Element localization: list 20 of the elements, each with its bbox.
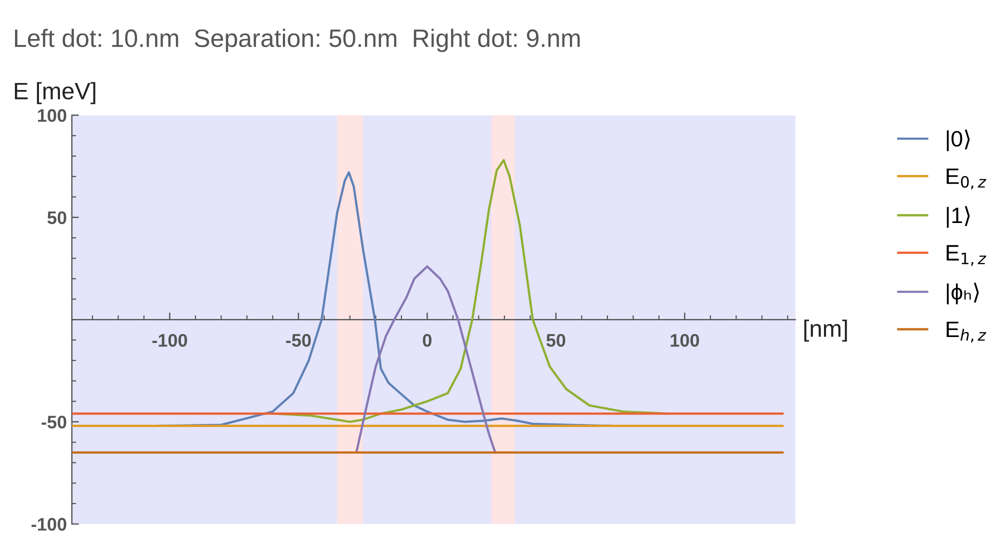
x-tick-label: 100 [670, 334, 700, 347]
line-series [272, 159, 668, 423]
y-tick-label: -100 [32, 518, 66, 531]
y-tick-label: -50 [42, 416, 66, 429]
chart-title: Left dot: 10.nm Separation: 50.nm Right dot: 9.nm [15, 28, 580, 52]
line-series [355, 265, 496, 454]
x-tick-label: 50 [546, 334, 566, 347]
x-tick-label: 0 [422, 334, 432, 347]
x-axis-title: [nm] [804, 320, 847, 342]
legend-label: E$_{0,z}$ [946, 168, 986, 190]
x-tick-label: -50 [286, 334, 311, 347]
legend-label: |0⟩ [946, 130, 970, 152]
y-tick-label: 100 [38, 109, 66, 122]
y-axis-title: E [meV] [14, 82, 96, 104]
legend-label: E$_{1,z}$ [946, 245, 986, 266]
x-tick-label: -100 [152, 334, 188, 347]
legend-label: E$_{h,z}$ [946, 322, 986, 342]
legend-label: |1⟩ [946, 206, 970, 228]
y-tick-label: 50 [47, 211, 66, 224]
legend-label: |ϕₕ⟩ [946, 282, 979, 304]
